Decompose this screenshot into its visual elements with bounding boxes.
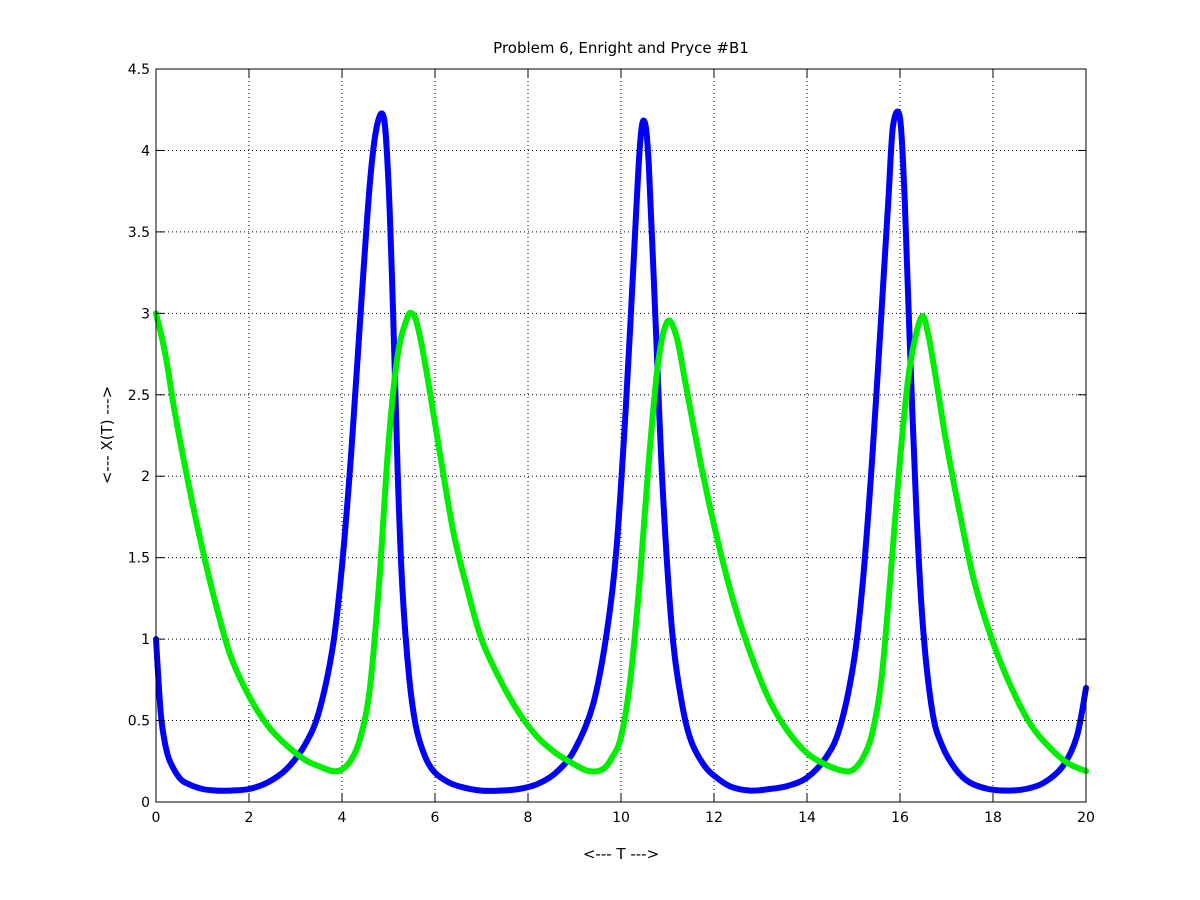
x-tick-label: 4 xyxy=(338,810,347,826)
axis-ticks: 0 2 4 6 8 10 12 14 16 18 20 0 0.5 1 1.5 2 2.5 3 3.5 4 4.5 xyxy=(128,62,1095,826)
green-series-line xyxy=(153,309,1089,775)
y-tick-label: 2.5 xyxy=(128,388,150,404)
y-tick-label: 1 xyxy=(141,632,150,648)
x-tick-label: 6 xyxy=(431,810,440,826)
data-series xyxy=(153,108,1089,794)
x-tick-label: 8 xyxy=(524,810,533,826)
x-tick-label: 18 xyxy=(984,810,1002,826)
y-tick-label: 4 xyxy=(141,143,150,159)
x-tick-label: 0 xyxy=(152,810,161,826)
y-tick-label: 3.5 xyxy=(128,225,150,241)
x-tick-label: 2 xyxy=(245,810,254,826)
y-tick-label: 4.5 xyxy=(128,62,150,78)
y-axis-label: <--- X(T) ---> xyxy=(98,386,116,484)
x-axis-label: <--- T ---> xyxy=(583,845,659,863)
y-tick-label: 3 xyxy=(141,306,150,322)
y-tick-label: 0.5 xyxy=(128,714,150,730)
y-tick-label: 2 xyxy=(141,469,150,485)
chart-title: Problem 6, Enright and Pryce #B1 xyxy=(493,39,749,57)
blue-series-line xyxy=(153,108,1089,794)
x-tick-label: 14 xyxy=(798,810,816,826)
x-tick-label: 16 xyxy=(891,810,909,826)
x-tick-label: 20 xyxy=(1077,810,1095,826)
x-tick-label: 12 xyxy=(705,810,723,826)
y-tick-label: 1.5 xyxy=(128,551,150,567)
y-tick-label: 0 xyxy=(141,795,150,811)
x-tick-label: 10 xyxy=(612,810,630,826)
